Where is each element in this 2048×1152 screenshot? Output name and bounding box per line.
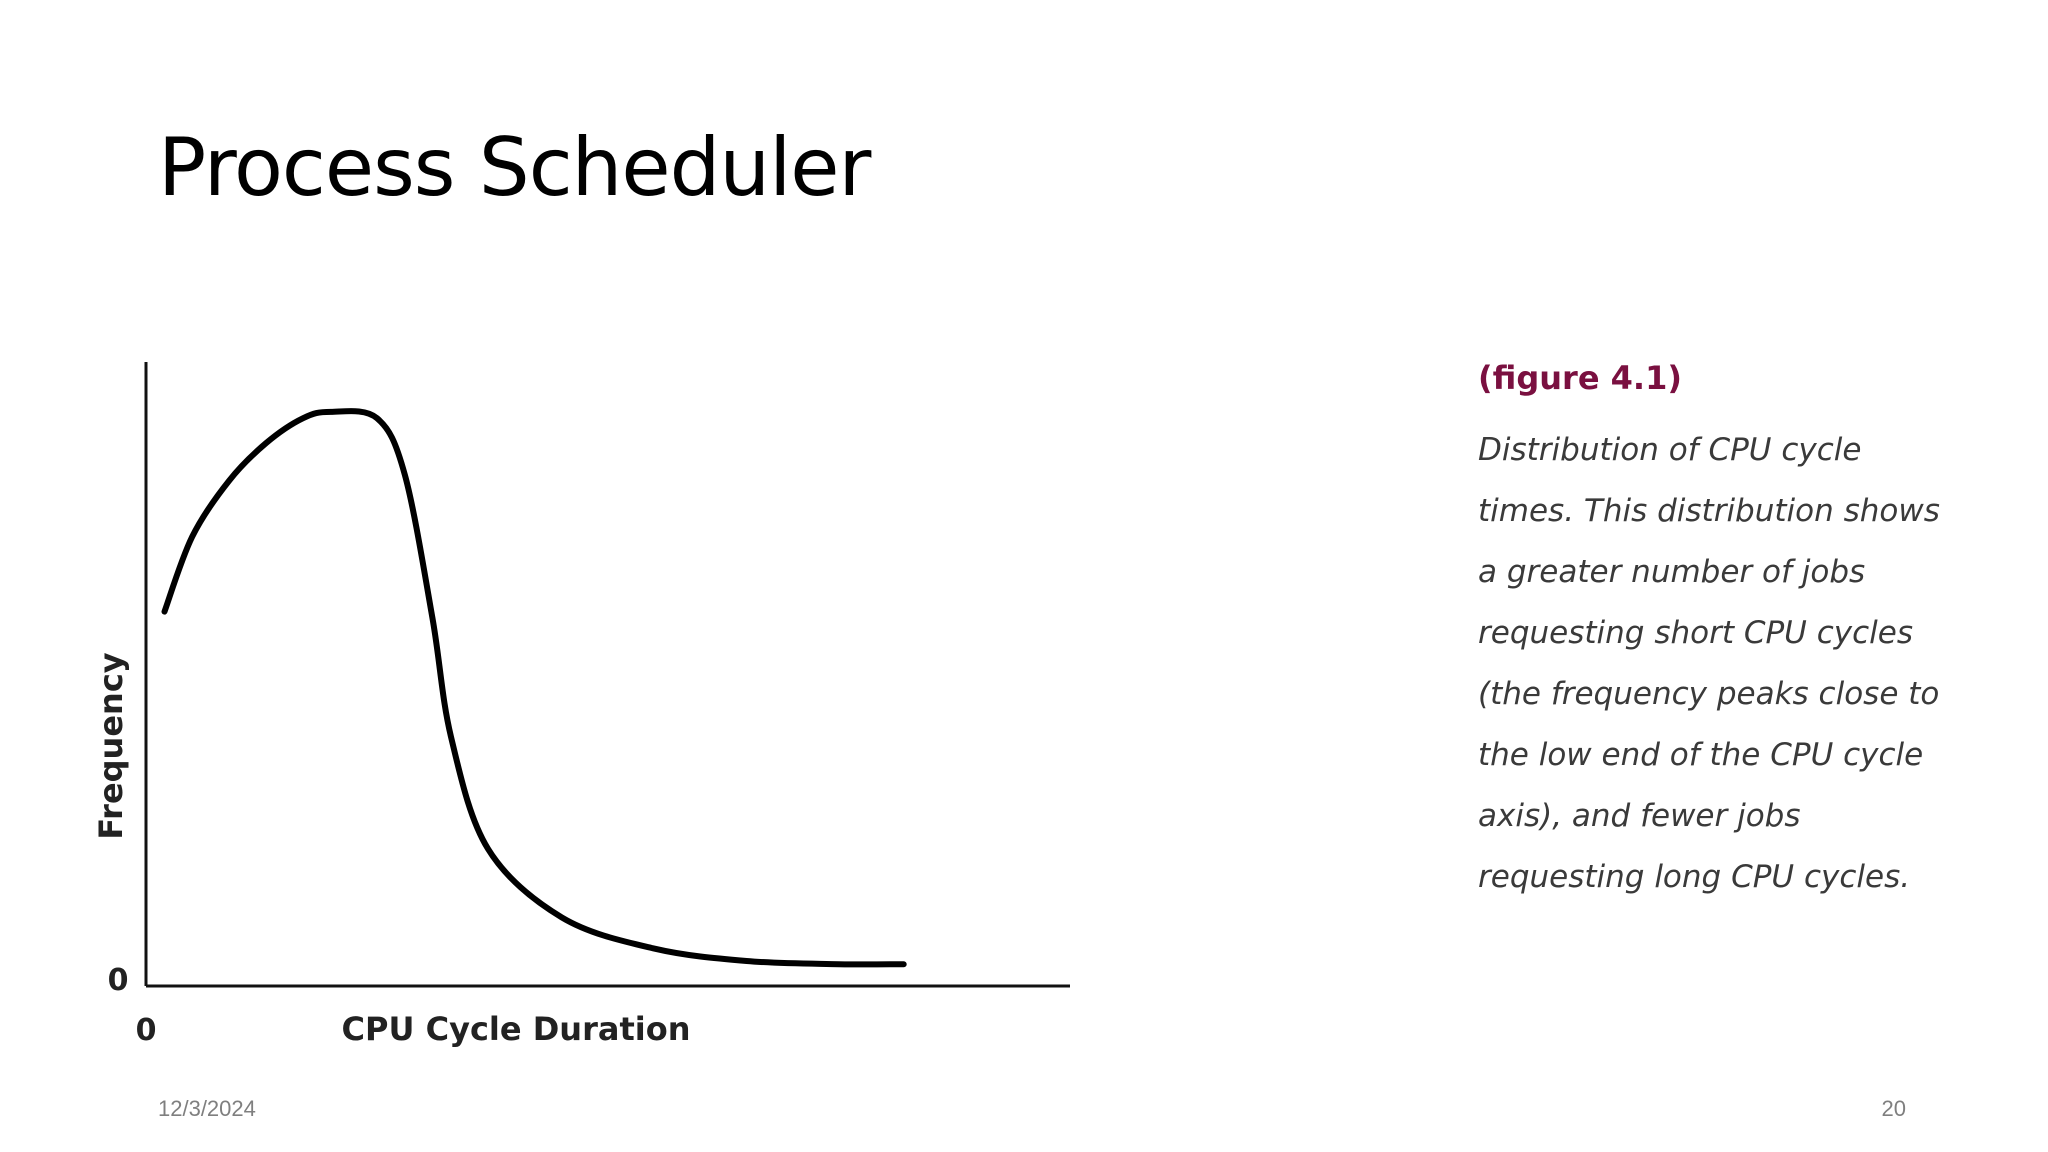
footer-date: 12/3/2024 (158, 1096, 256, 1121)
figure-caption-text: Distribution of CPU cycle times. This di… (1478, 432, 1940, 895)
y-axis-label: Frequency (92, 652, 130, 839)
x-tick-label-zero: 0 (136, 1013, 157, 1048)
frequency-curve (161, 408, 907, 968)
cpu-cycle-distribution-chart: Frequency CPU Cycle Duration 0 0 (92, 362, 1070, 1048)
figure-caption-heading: (figure 4.1) (1478, 359, 1682, 397)
y-tick-label-zero: 0 (108, 963, 129, 998)
figure-caption: (figure 4.1) Distribution of CPU cycle t… (1478, 350, 1958, 908)
slide-page-number: 20 (1881, 1096, 1906, 1121)
x-axis-label: CPU Cycle Duration (342, 1010, 691, 1048)
cpu-cycle-distribution-figure: Frequency CPU Cycle Duration 0 0 (80, 350, 1080, 1070)
slide-title: Process Scheduler (158, 121, 871, 214)
